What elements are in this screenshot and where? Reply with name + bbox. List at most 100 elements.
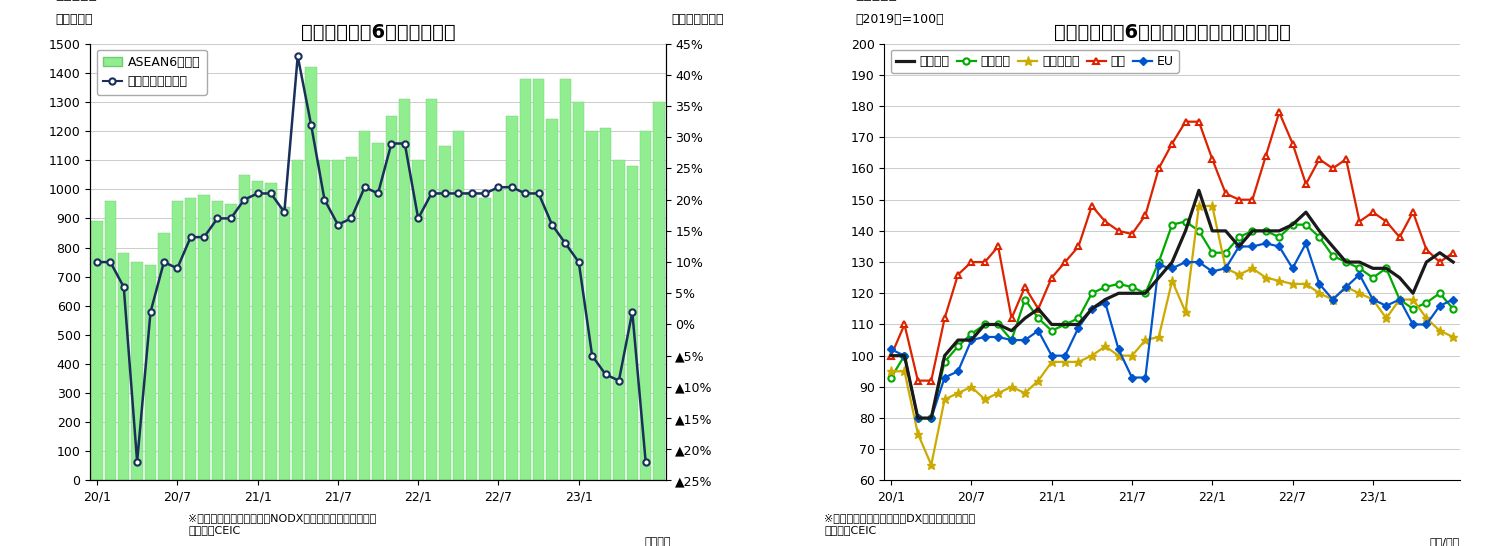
北米 [975,259,993,265]
EU [1216,265,1234,271]
東アジア [975,321,993,328]
北米 [1336,156,1354,162]
輸出全体 [1311,228,1329,234]
EU [975,334,993,340]
東南アジア [1364,296,1382,303]
北米 [1163,140,1181,147]
輸出全体 [1364,265,1382,271]
北米 [1350,218,1368,225]
東南アジア [1311,290,1329,296]
Text: ※シンガポールの輸出額はDX（再輸出除く）。
（資料）CEIC: ※シンガポールの輸出額はDX（再輸出除く）。 （資料）CEIC [825,513,975,535]
東アジア [1324,253,1342,259]
東アジア [909,415,927,422]
Line: 東南アジア: 東南アジア [886,201,1458,470]
Bar [560,79,570,480]
東アジア [1284,221,1302,228]
輸出全体 [1163,259,1181,265]
EU [882,346,900,353]
北米 [1230,197,1248,203]
東南アジア [1082,352,1100,359]
Bar [600,128,611,480]
東南アジア [936,396,954,402]
東アジア [1364,275,1382,281]
輸出全体 [1002,328,1020,334]
EU [989,334,1007,340]
北米 [1243,197,1261,203]
東アジア [1216,250,1234,256]
EU [1109,346,1127,353]
Bar [546,120,558,480]
Bar [626,166,638,480]
東南アジア [1243,265,1261,271]
北米 [1270,109,1288,116]
EU [1177,259,1195,265]
EU [1043,352,1061,359]
輸出全体 [1336,259,1354,265]
東南アジア [1150,334,1168,340]
東南アジア [909,430,927,437]
Bar [92,221,102,480]
東アジア [1431,290,1449,296]
北米 [962,259,980,265]
東南アジア [1336,284,1354,290]
EU [1230,243,1248,250]
EU [1150,262,1168,269]
東南アジア [1057,359,1075,365]
北米 [1324,165,1342,172]
北米 [1364,209,1382,216]
東南アジア [1177,308,1195,315]
Bar [519,79,531,480]
東南アジア [1284,281,1302,287]
東南アジア [1202,203,1221,209]
Text: （図表１）: （図表１） [56,0,98,1]
東南アジア [1190,203,1209,209]
EU [1311,281,1329,287]
輸出全体 [923,415,941,422]
東南アジア [1070,359,1088,365]
EU [1190,259,1209,265]
北米 [1136,212,1154,218]
Text: （年/月）: （年/月） [1430,537,1460,546]
東南アジア [1136,337,1154,343]
輸出全体 [1082,306,1100,312]
Title: アセアン主要6カ国　仕向け地別の輸出動向: アセアン主要6カ国 仕向け地別の輸出動向 [1054,23,1291,42]
東アジア [989,321,1007,328]
東南アジア [1297,281,1315,287]
輸出全体 [1096,296,1114,303]
東アジア [1016,296,1034,303]
東アジア [1109,281,1127,287]
EU [1123,374,1141,381]
東南アジア [1391,296,1409,303]
東南アジア [1418,315,1436,322]
EU [962,337,980,343]
東アジア [1270,234,1288,240]
Title: アセアン主要6カ国の輸出額: アセアン主要6カ国の輸出額 [301,23,456,42]
輸出全体 [882,352,900,359]
北米 [1070,243,1088,250]
輸出全体 [1043,321,1061,328]
東アジア [1070,315,1088,322]
北米 [1404,209,1422,216]
北米 [1431,259,1449,265]
輸出全体 [1016,315,1034,322]
東南アジア [1109,352,1127,359]
輸出全体 [1324,243,1342,250]
Bar [292,160,304,480]
北米 [950,271,968,278]
輸出全体 [950,337,968,343]
東アジア [1163,221,1181,228]
Bar [613,160,625,480]
東南アジア [1163,277,1181,284]
Text: ※シンガポールの輸出額はNODX（石油と再輸出除く）。
（資料）CEIC: ※シンガポールの輸出額はNODX（石油と再輸出除く）。 （資料）CEIC [188,513,376,535]
輸出全体 [1445,259,1463,265]
北米 [1123,231,1141,238]
輸出全体 [1057,321,1075,328]
Text: （前年同月比）: （前年同月比） [671,13,724,26]
EU [1350,271,1368,278]
北米 [1311,156,1329,162]
東アジア [1190,228,1209,234]
東南アジア [1431,328,1449,334]
北米 [1057,259,1075,265]
Bar [587,131,597,480]
北米 [1016,284,1034,290]
